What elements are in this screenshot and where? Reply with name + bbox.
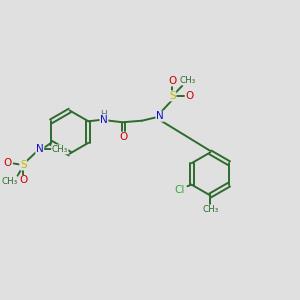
Text: CH₃: CH₃: [179, 76, 196, 85]
Text: CH₃: CH₃: [52, 145, 68, 154]
Text: N: N: [156, 111, 164, 121]
Text: S: S: [169, 91, 176, 101]
Text: S: S: [20, 160, 27, 170]
Text: CH₃: CH₃: [1, 177, 17, 186]
Text: N: N: [36, 144, 44, 154]
Text: O: O: [186, 91, 194, 101]
Text: O: O: [19, 176, 27, 185]
Text: CH₃: CH₃: [202, 205, 218, 214]
Text: N: N: [100, 115, 108, 125]
Text: Cl: Cl: [175, 185, 185, 195]
Text: O: O: [3, 158, 11, 169]
Text: O: O: [168, 76, 177, 86]
Text: O: O: [119, 132, 128, 142]
Text: H: H: [100, 110, 107, 119]
